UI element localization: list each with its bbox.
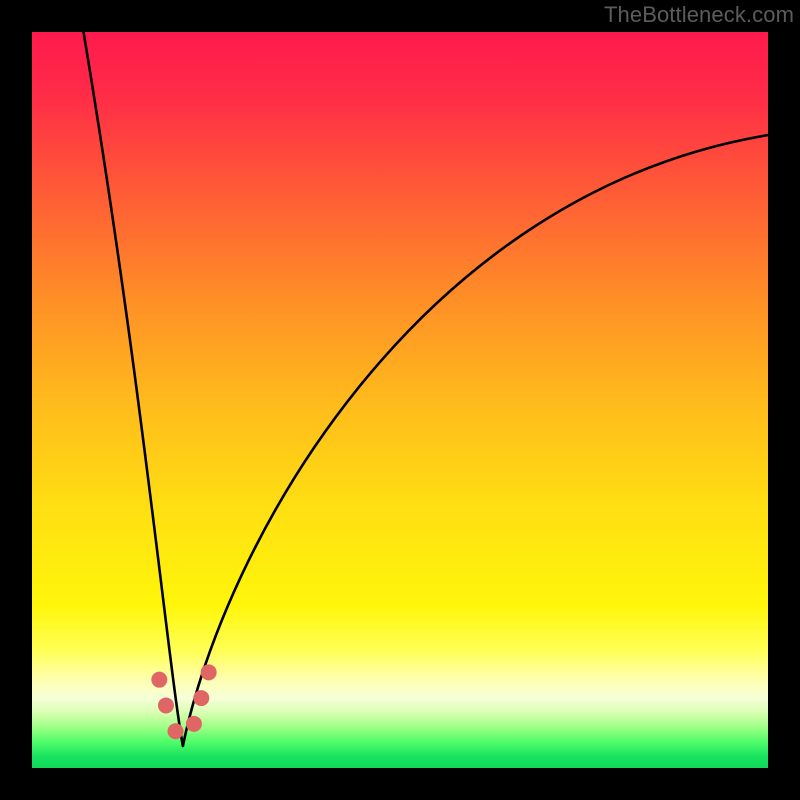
watermark-text: TheBottleneck.com bbox=[604, 2, 794, 28]
bottleneck-chart bbox=[0, 0, 800, 800]
plot-background-gradient bbox=[32, 32, 768, 768]
sample-marker bbox=[158, 697, 174, 713]
figure-root: TheBottleneck.com bbox=[0, 0, 800, 800]
sample-marker bbox=[168, 723, 184, 739]
sample-marker bbox=[186, 716, 202, 732]
sample-marker bbox=[201, 664, 217, 680]
sample-marker bbox=[151, 672, 167, 688]
sample-marker bbox=[193, 690, 209, 706]
